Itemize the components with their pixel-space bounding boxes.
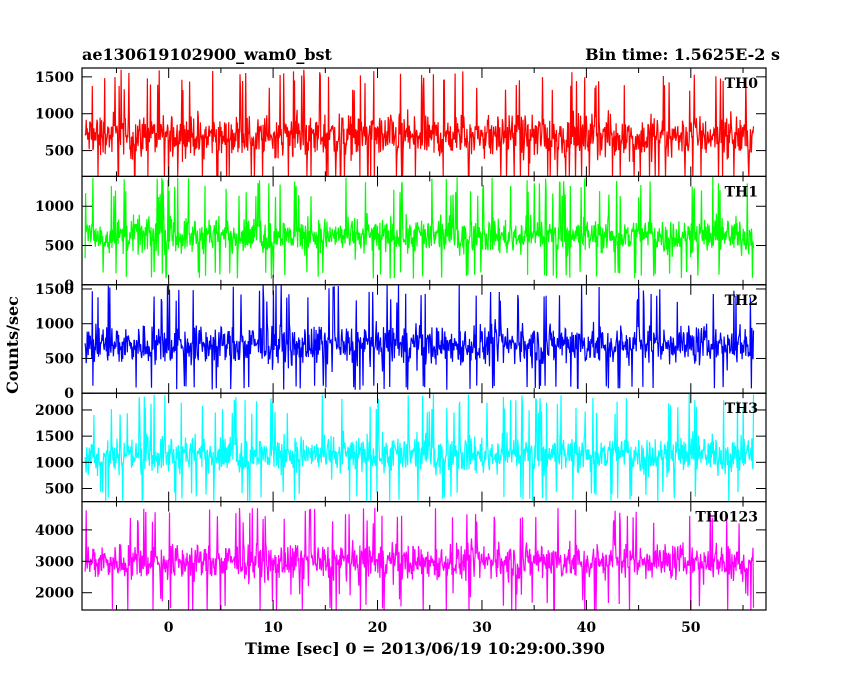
x-tick-label: 50 — [681, 620, 701, 636]
series-line-th1 — [84, 176, 755, 279]
y-tick-label-th1: 1000 — [35, 199, 74, 215]
panel-label-th2: TH2 — [725, 293, 758, 309]
chart-title: ae130619102900_wam0_bst — [82, 45, 333, 64]
x-axis-label: Time [sec] 0 = 2013/06/19 10:29:00.390 — [245, 639, 605, 658]
x-tick-label: 0 — [164, 620, 174, 636]
panel-frame-th0123 — [81, 501, 767, 611]
panel-label-th0: TH0 — [725, 76, 759, 92]
y-axis-label: Counts/sec — [3, 296, 22, 394]
y-tick-label-th3: 1000 — [35, 455, 74, 471]
panel-label-th1: TH1 — [725, 184, 758, 200]
y-tick-label-th3: 2000 — [35, 403, 74, 419]
y-tick-label-th0123: 4000 — [35, 523, 74, 539]
panel-label-th3: TH3 — [725, 401, 758, 417]
y-tick-label-th2: 1000 — [35, 317, 74, 333]
y-tick-label-th1: 0 — [64, 278, 74, 294]
x-tick-label: 30 — [472, 620, 492, 636]
panel-label-th0123: TH0123 — [695, 510, 758, 526]
y-tick-label-th3: 1500 — [35, 429, 74, 445]
chart-subtitle: Bin time: 1.5625E-2 s — [585, 45, 780, 64]
series-line-th0 — [84, 69, 755, 177]
y-tick-label-th0123: 3000 — [35, 554, 74, 570]
y-tick-label-th2: 0 — [64, 386, 74, 402]
series-line-th0123 — [84, 507, 755, 611]
y-tick-label-th0: 1500 — [35, 70, 74, 86]
x-tick-label: 20 — [368, 620, 388, 636]
x-tick-label: 40 — [577, 620, 597, 636]
y-tick-label-th0: 500 — [45, 144, 74, 160]
y-tick-label-th3: 500 — [45, 482, 74, 498]
y-tick-label-th2: 500 — [45, 351, 74, 367]
y-tick-label-th0: 1000 — [35, 107, 74, 123]
y-tick-label-th1: 500 — [45, 239, 74, 255]
x-tick-label: 10 — [263, 620, 283, 636]
y-tick-label-th2: 1500 — [35, 282, 74, 298]
y-tick-label-th0123: 2000 — [35, 586, 74, 602]
series-line-th3 — [84, 393, 755, 502]
series-line-th2 — [84, 284, 755, 390]
